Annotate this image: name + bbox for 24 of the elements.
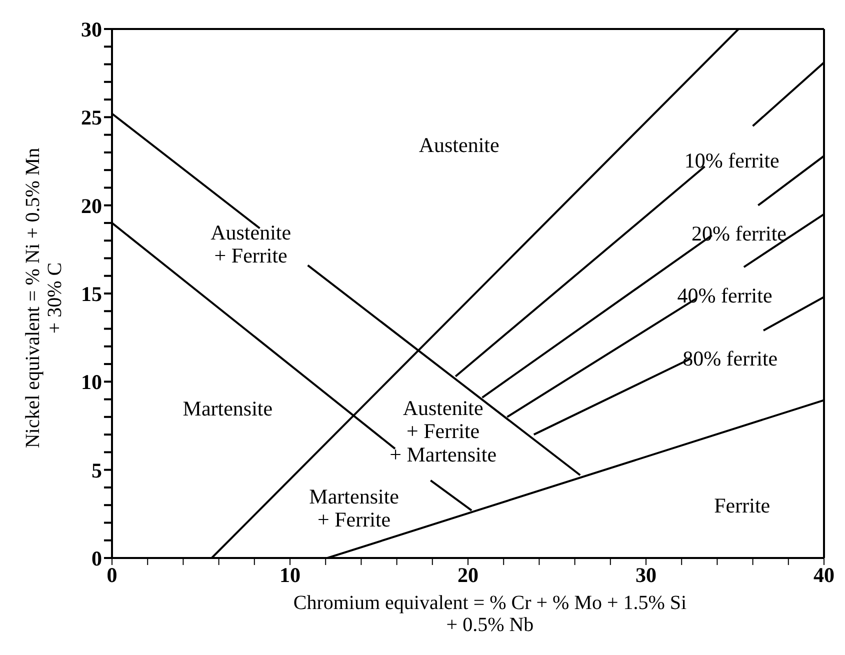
x-tick-label: 10: [280, 562, 300, 587]
annotation: Ferrite: [714, 493, 770, 518]
annotation: Martensite: [182, 396, 273, 420]
x-tick-label: 30: [636, 562, 656, 587]
series-label: 20% ferrite: [691, 222, 787, 246]
series-label: 40% ferrite: [677, 284, 772, 308]
y-axis-title: Nickel equivalent = % Ni + 0.5% Mn + 30% C: [22, 148, 66, 448]
y-tick-label: 10: [81, 370, 102, 394]
annotation: Martensite + Ferrite: [309, 484, 399, 532]
x-axis-title: Chromium equivalent = % Cr + % Mo + 1.5% Si + 0.5% Nb: [293, 592, 688, 636]
x-tick-label: 40: [814, 562, 834, 587]
annotation: Austenite + Ferrite + Martensite: [390, 396, 497, 466]
series-label: 80% ferrite: [682, 346, 778, 370]
annotation: Austenite + Ferrite: [210, 220, 292, 268]
annotation: Austenite: [418, 132, 500, 157]
y-tick-label: 15: [81, 282, 102, 306]
y-tick-label: 25: [81, 106, 102, 130]
y-tick-label: 30: [81, 17, 102, 42]
x-tick-label: 0: [106, 562, 118, 587]
x-tick-label: 20: [458, 562, 478, 587]
series-label: 10% ferrite: [684, 148, 780, 172]
y-tick-label: 5: [92, 458, 102, 482]
y-tick-label: 0: [92, 546, 102, 570]
y-tick-label: 20: [81, 194, 102, 218]
